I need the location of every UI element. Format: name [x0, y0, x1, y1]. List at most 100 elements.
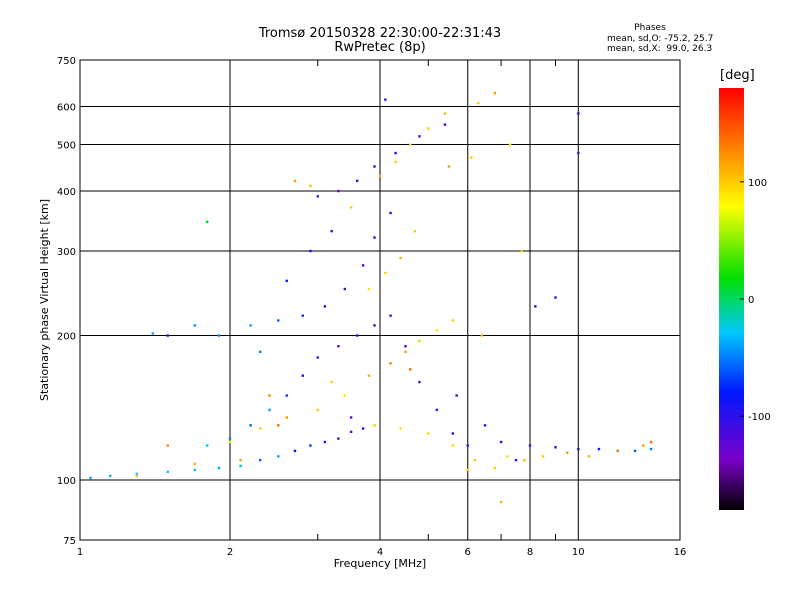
y-tick-label: 100: [57, 476, 76, 487]
data-point-x: [367, 287, 371, 291]
data-point-x: [373, 424, 376, 427]
data-point-x: [367, 374, 371, 377]
data-point-o: [349, 430, 353, 434]
data-point-o: [577, 447, 580, 451]
data-point-x: [389, 362, 392, 365]
data-point-x: [649, 440, 653, 444]
data-point-o: [330, 229, 333, 233]
data-point-o: [166, 470, 169, 474]
data-point-x: [378, 174, 382, 178]
data-point-x: [427, 127, 430, 130]
data-point-o: [499, 440, 503, 444]
data-point-x: [508, 143, 512, 146]
data-point-o: [239, 464, 242, 468]
data-point-o: [343, 287, 347, 291]
data-point-o: [554, 446, 557, 449]
data-point-x: [520, 249, 523, 253]
colorbar-tick-label: 100: [748, 178, 767, 189]
data-point-o: [373, 236, 376, 239]
data-point-x: [505, 455, 509, 458]
colorbar-tick-label: 0: [748, 295, 754, 306]
data-point-o: [109, 474, 112, 478]
data-point-o: [554, 296, 557, 299]
data-point-o: [193, 324, 197, 327]
data-point-x: [384, 271, 387, 275]
chart-title: Tromsø 20150328 22:30:00-22:31:43: [258, 26, 502, 41]
data-point-o: [316, 356, 319, 359]
data-point-x: [316, 408, 319, 412]
x-tick-label: 1: [77, 547, 83, 558]
data-point-x: [277, 424, 280, 427]
data-point-o: [151, 332, 155, 335]
colorbar-unit-label: [deg]: [720, 68, 755, 83]
data-point-o: [323, 305, 327, 308]
data-point-o: [577, 151, 580, 155]
data-point-x: [587, 455, 591, 458]
data-point-o: [361, 427, 365, 430]
data-point-o: [373, 165, 376, 168]
data-point-x: [565, 451, 569, 454]
x-tick-label: 16: [674, 547, 687, 558]
axis-ticks: 1 2 4 6 8 10 16 75 100 200 300 400 500 600 750: [57, 56, 686, 558]
data-point-x: [239, 458, 242, 462]
data-point-o: [435, 408, 438, 412]
data-point-o: [309, 249, 312, 253]
grid: [80, 60, 680, 540]
data-point-x: [394, 160, 397, 164]
data-point-x: [399, 256, 402, 260]
data-point-o: [309, 444, 312, 447]
data-point-x: [228, 440, 232, 444]
data-point-o: [373, 324, 376, 327]
data-point-o: [384, 98, 387, 101]
data-point-o: [455, 394, 458, 397]
data-point-x: [427, 432, 430, 435]
data-point-o: [418, 135, 421, 138]
data-points: [89, 91, 653, 504]
data-point-o: [355, 179, 359, 183]
data-point-o: [337, 345, 340, 348]
data-point-o: [443, 123, 447, 126]
x-tick-label: 8: [527, 547, 533, 558]
data-point-x: [285, 416, 288, 419]
y-tick-label: 750: [57, 56, 76, 67]
data-point-x: [477, 101, 480, 105]
data-point-o: [277, 319, 280, 322]
data-point-o: [301, 314, 305, 317]
colorbar-tick-label: -100: [748, 412, 771, 423]
data-point-o: [293, 449, 297, 453]
y-tick-label: 400: [57, 187, 76, 198]
data-point-o: [259, 458, 262, 462]
data-point-o: [166, 334, 169, 337]
data-point-x: [343, 394, 347, 397]
data-point-x: [193, 462, 197, 466]
y-tick-label: 75: [63, 536, 76, 547]
data-point-o: [249, 424, 252, 427]
data-point-x: [493, 91, 497, 95]
data-point-o: [534, 305, 537, 308]
data-point-o: [649, 447, 653, 451]
data-point-o: [193, 468, 197, 472]
phases-x-stats: mean, sd,X: 99.0, 26.3: [607, 44, 713, 54]
data-point-x: [480, 334, 483, 337]
y-axis-label: Stationary phase Virtual Height [km]: [38, 199, 51, 401]
data-point-x: [499, 500, 503, 504]
phases-header: Phases: [634, 23, 666, 33]
data-point-o: [285, 279, 288, 283]
data-point-x: [259, 427, 262, 430]
x-tick-label: 10: [572, 547, 585, 558]
data-point-o: [389, 211, 392, 215]
data-point-o: [337, 437, 340, 440]
y-tick-label: 300: [57, 247, 76, 258]
data-point-x: [443, 112, 447, 115]
data-point-x: [268, 394, 271, 397]
data-point-o: [277, 455, 280, 458]
y-tick-label: 500: [57, 141, 76, 152]
data-point-x: [470, 156, 473, 159]
data-point-o: [577, 112, 580, 115]
data-point-x: [451, 319, 455, 322]
data-point-x: [409, 368, 412, 371]
data-point-x: [451, 444, 455, 447]
colorbar-ticks: 100 0 -100: [740, 178, 771, 423]
data-point-o: [285, 394, 288, 397]
data-point-x: [330, 380, 333, 384]
